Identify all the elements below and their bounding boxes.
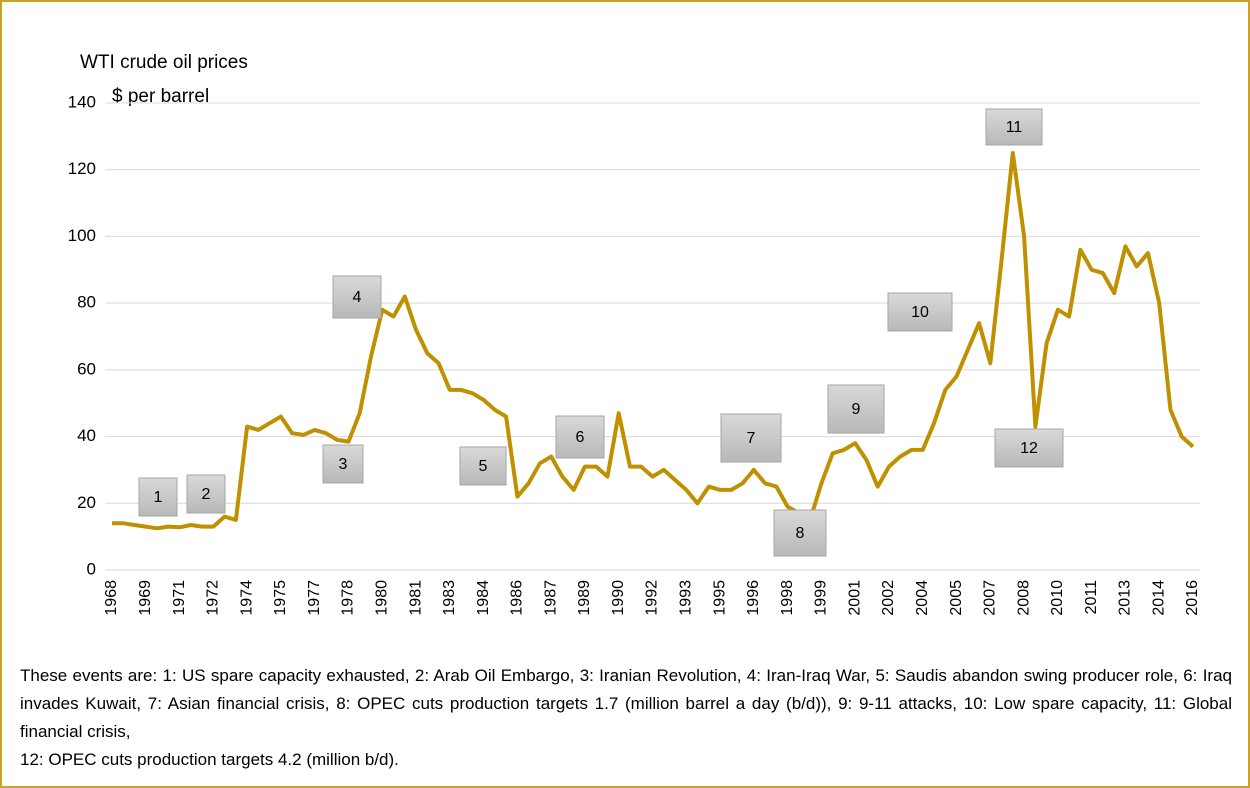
callout-box (459, 446, 507, 486)
x-tick-label: 1996 (745, 580, 762, 616)
callout-box (985, 108, 1043, 146)
x-tick-label: 2016 (1184, 580, 1201, 616)
callout-label: 5 (479, 458, 488, 475)
chart-subtitle: $ per barrel (112, 86, 209, 107)
x-tick-label: 1999 (813, 580, 830, 616)
x-tick-label: 1981 (407, 580, 424, 616)
y-tick-label: 60 (77, 359, 96, 378)
callout-box (720, 413, 782, 463)
callout-box (827, 384, 885, 434)
x-tick-label: 1971 (171, 580, 188, 616)
chart-title: WTI crude oil prices (80, 52, 248, 73)
callout-box (773, 509, 827, 557)
y-tick-label: 20 (77, 493, 96, 512)
callout-box (887, 292, 953, 332)
x-tick-label: 1992 (644, 580, 661, 616)
x-tick-label: 1974 (238, 580, 255, 616)
callout-label: 7 (747, 430, 756, 447)
x-tick-label: 2011 (1083, 580, 1100, 615)
callout-box (332, 275, 382, 319)
x-tick-label: 1995 (711, 580, 728, 616)
y-tick-label: 100 (68, 226, 96, 245)
x-tick-label: 1984 (475, 580, 492, 616)
x-tick-label: 2014 (1150, 580, 1167, 616)
x-tick-label: 2001 (846, 580, 863, 616)
x-tick-label: 1986 (509, 580, 526, 616)
x-tick-label: 2005 (948, 580, 965, 616)
callout-box (322, 444, 364, 484)
y-tick-label: 120 (68, 159, 96, 178)
x-tick-label: 1969 (137, 580, 154, 616)
chart: WTI crude oil prices $ per barrel 0 20 40 6… (68, 52, 1202, 616)
y-tick-label: 40 (77, 426, 96, 445)
x-tick-label: 2013 (1117, 580, 1134, 616)
x-tick-label: 2002 (880, 580, 897, 616)
callout-label: 6 (576, 429, 585, 446)
callout-label: 4 (353, 289, 362, 306)
callout-box (994, 428, 1064, 468)
x-tick-label: 2007 (982, 580, 999, 616)
callout-label: 1 (154, 489, 163, 506)
x-tick-label: 1989 (576, 580, 593, 616)
y-tick-label: 140 (68, 92, 96, 111)
x-tick-label: 2004 (914, 580, 931, 616)
x-tick-label: 2010 (1049, 580, 1066, 616)
callout-label: 12 (1020, 440, 1038, 457)
callout-box (555, 415, 605, 459)
x-tick-label: 1987 (542, 580, 559, 616)
callout-label: 10 (911, 304, 929, 321)
callout-label: 2 (202, 486, 211, 503)
x-tick-label: 1993 (678, 580, 695, 616)
x-tick-label: 1978 (340, 580, 357, 616)
callout-box (138, 477, 178, 517)
x-tick-label: 1980 (373, 580, 390, 616)
callout-label: 3 (339, 456, 348, 473)
callout-label: 9 (852, 401, 861, 418)
x-tick-label: 1975 (272, 580, 289, 616)
x-tick-label: 1990 (610, 580, 627, 616)
price-line (112, 151, 1195, 531)
x-tick-label: 2008 (1015, 580, 1032, 616)
x-tick-label: 1998 (779, 580, 796, 616)
x-tick-label: 1968 (103, 580, 120, 616)
x-tick-label: 1972 (205, 580, 222, 616)
callout-box (186, 474, 226, 514)
y-tick-label: 80 (77, 293, 96, 312)
x-tick-label: 1983 (441, 580, 458, 616)
x-tick-label: 1977 (306, 580, 323, 616)
callout-label: 8 (796, 525, 805, 542)
footnote: These events are: 1: US spare capacity e… (20, 666, 1232, 741)
callout-label: 11 (1006, 119, 1023, 136)
y-tick-label: 0 (87, 559, 96, 578)
footnote: 12: OPEC cuts production targets 4.2 (mi… (20, 750, 399, 769)
